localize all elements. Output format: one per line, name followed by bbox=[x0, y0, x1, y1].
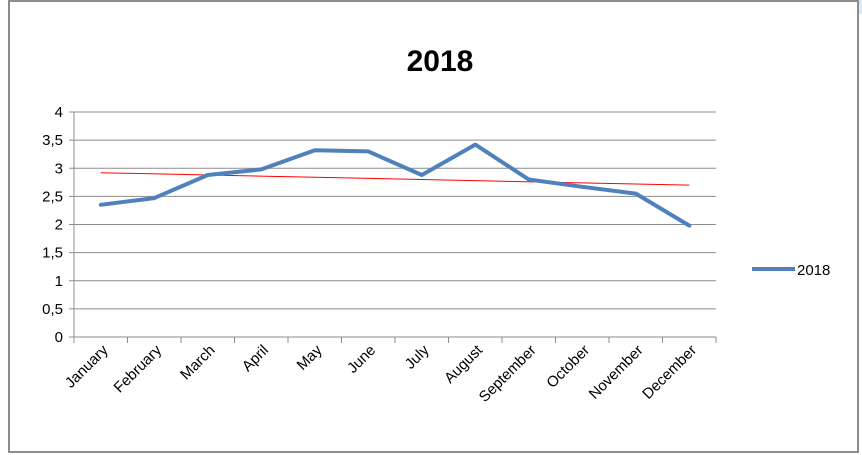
x-tick-label: May bbox=[294, 341, 326, 373]
y-tick-label: 2 bbox=[55, 217, 63, 234]
y-tick-label: 2,5 bbox=[42, 188, 63, 205]
x-tick-label: March bbox=[177, 342, 218, 383]
x-tick-label: January bbox=[62, 341, 112, 391]
y-tick-label: 3 bbox=[55, 160, 63, 177]
series-line bbox=[98, 142, 692, 228]
x-tick-label: June bbox=[344, 342, 379, 377]
y-tick-label: 1,5 bbox=[42, 245, 63, 262]
y-tick-label: 4 bbox=[55, 104, 63, 121]
x-tick-label: October bbox=[543, 342, 593, 392]
series-layer bbox=[98, 142, 692, 228]
y-tick-label: 1 bbox=[55, 273, 63, 290]
grid-layer bbox=[74, 111, 716, 310]
legend-label: 2018 bbox=[797, 262, 830, 279]
chart-title: 2018 bbox=[407, 45, 474, 78]
axis-layer: 0 0,5 1 1,5 2 2,5 3 3,5 4 January February March Apr… bbox=[42, 104, 717, 406]
x-tick-label: September bbox=[476, 342, 540, 406]
y-tick-label: 3,5 bbox=[42, 132, 63, 149]
x-tick-label: December bbox=[639, 342, 700, 403]
y-tick-label: 0,5 bbox=[42, 301, 63, 318]
x-tick-label: February bbox=[111, 341, 166, 396]
trendline bbox=[100, 172, 690, 186]
x-tick-label: April bbox=[239, 342, 272, 375]
x-tick-label: July bbox=[402, 341, 433, 372]
chart-frame bbox=[8, 0, 859, 453]
legend: 2018 bbox=[752, 262, 830, 279]
trendline-layer bbox=[100, 172, 690, 186]
y-tick-label: 0 bbox=[55, 329, 63, 346]
x-tick-label: November bbox=[586, 342, 647, 403]
x-tick-label: August bbox=[441, 341, 487, 387]
